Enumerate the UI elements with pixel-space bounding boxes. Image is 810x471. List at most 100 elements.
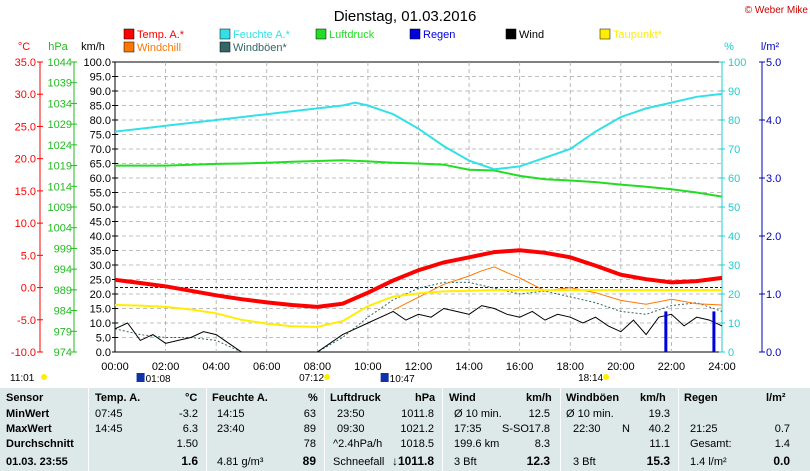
wind-axis-tick-label: 90.0: [90, 86, 111, 98]
wind-axis-tick-label: 75.0: [90, 130, 111, 142]
pressure-axis-tick-label: 1039: [48, 78, 72, 90]
wind-axis-tick-label: 25.0: [90, 275, 111, 287]
legend-label: Feuchte A.*: [233, 29, 291, 41]
series-gusts: [114, 281, 723, 353]
current-rain-label: 1.4 l/m²: [690, 456, 727, 468]
legend-label: Regen: [423, 29, 455, 41]
wind-axis-tick-label: 15.0: [90, 304, 111, 316]
humidity-axis-tick-label: 10: [728, 318, 740, 330]
time-tick-label: 08:00: [304, 361, 332, 373]
current-hum-value: 89: [302, 454, 316, 468]
time-tick-label: 20:00: [607, 361, 635, 373]
pressure-axis-tick-label: 1004: [48, 223, 72, 235]
header-gusts: Windböen: [566, 392, 620, 404]
max-rain-value: 0.7: [774, 423, 790, 435]
header-rain-unit: l/m²: [766, 392, 786, 404]
humidity-axis-tick-label: 30: [728, 260, 740, 272]
rain-axis-tick-label: 2.0: [766, 231, 781, 243]
series-temperature: [114, 248, 723, 309]
min-temp-time: 07:45: [95, 408, 123, 420]
column-divider: [206, 388, 207, 471]
legend-label: Wind: [519, 29, 544, 41]
min-press-time: 23:50: [337, 408, 365, 420]
series-windchill: [392, 266, 723, 311]
temp-axis-tick-label: 35.0: [15, 57, 36, 69]
wind-axis-tick-label: 60.0: [90, 173, 111, 185]
temp-axis-tick-label: 10.0: [15, 218, 36, 230]
row-min-label: MinWert: [6, 408, 50, 420]
wind-axis-tick-label: 65.0: [90, 159, 111, 171]
header-gusts-unit: km/h: [640, 392, 666, 404]
sun-moon-time: 07:12: [299, 373, 324, 384]
header-temp: Temp. A.: [95, 392, 141, 404]
legend-swatch: [123, 41, 135, 53]
weather-chart: Dienstag, 01.03.2016 © Weber Mike Temp. A.…: [10, 5, 808, 385]
max-press-time: 09:30: [337, 423, 365, 435]
time-tick-label: 14:00: [455, 361, 483, 373]
max-temp-value: 6.3: [182, 423, 198, 435]
header-wind: Wind: [449, 392, 476, 404]
legend-swatch: [123, 28, 135, 40]
current-gust-beaufort: 3 Bft: [573, 456, 596, 468]
min-wind-label: Ø 10 min.: [454, 408, 502, 420]
rain-axis-tick-label: 1.0: [766, 289, 781, 301]
pressure-axis-tick-label: 989: [54, 285, 72, 297]
rain-total-label: Gesamt:: [690, 438, 732, 450]
humidity-axis-tick-label: 20: [728, 289, 740, 301]
legend-label: Luftdruck: [329, 29, 375, 41]
avg-hum-value: 78: [303, 438, 316, 450]
humidity-axis-tick-label: 60: [728, 173, 740, 185]
series-pressure: [115, 159, 723, 198]
chart-title: Dienstag, 01.03.2016: [334, 8, 477, 25]
max-temp-time: 14:45: [95, 423, 123, 435]
sun-icon: [603, 374, 610, 380]
pressure-axis-tick-label: 994: [54, 264, 72, 276]
pressure-axis-tick-label: 1019: [48, 161, 72, 173]
header-wind-unit: km/h: [526, 392, 552, 404]
wind-axis-tick-label: 0.0: [96, 347, 111, 359]
current-rain-value: 0.0: [773, 454, 790, 468]
column-divider: [324, 388, 325, 471]
current-timestamp: 01.03. 23:55: [6, 456, 68, 468]
rain-total-value: 1.4: [774, 438, 790, 450]
humidity-axis-tick-label: 50: [728, 202, 740, 214]
rain-axis-tick-label: 4.0: [766, 115, 781, 127]
legend-swatch: [409, 28, 421, 40]
wind-axis-tick-label: 80.0: [90, 115, 111, 127]
pressure-axis-unit: hPa: [48, 41, 68, 53]
sun-icon: [41, 374, 47, 380]
sun-moon-time: 01:08: [146, 374, 171, 385]
wind-axis-unit: km/h: [81, 41, 105, 53]
header-humidity: Feuchte A.: [212, 392, 268, 404]
header-temp-unit: °C: [185, 392, 198, 404]
column-divider: [678, 388, 679, 471]
time-tick-label: 18:00: [556, 361, 584, 373]
legend-swatch: [315, 28, 327, 40]
legend-label: Windböen*: [233, 42, 288, 54]
header-sensor: Sensor: [6, 392, 44, 404]
rain-bar: [712, 311, 716, 352]
wind-axis-tick-label: 20.0: [90, 289, 111, 301]
min-temp-value: -3.2: [179, 408, 198, 420]
temp-axis-tick-label: 20.0: [15, 154, 36, 166]
pressure-axis-tick-label: 999: [54, 243, 72, 255]
wind-run: 199.6 km: [454, 438, 500, 450]
column-divider: [442, 388, 443, 471]
max-hum-value: 89: [303, 423, 316, 435]
time-tick-label: 02:00: [152, 361, 180, 373]
sun-moon-time: 10:47: [390, 374, 415, 385]
humidity-axis-tick-label: 40: [728, 231, 740, 243]
avg-temp-value: 1.50: [176, 438, 198, 450]
min-hum-time: 14:15: [217, 408, 245, 420]
pressure-axis-tick-label: 1034: [48, 98, 72, 110]
time-tick-label: 22:00: [658, 361, 686, 373]
max-gust-time: 22:30: [573, 423, 601, 435]
legend-swatch: [219, 28, 231, 40]
wind-axis-tick-label: 55.0: [90, 188, 111, 200]
current-gust-value: 15.3: [646, 454, 670, 468]
time-tick-label: 06:00: [253, 361, 281, 373]
absolute-humidity: 4.81 g/m³: [217, 456, 264, 468]
rain-bar: [664, 311, 668, 352]
column-divider: [560, 388, 561, 471]
rain-axis-unit: l/m²: [761, 41, 780, 53]
